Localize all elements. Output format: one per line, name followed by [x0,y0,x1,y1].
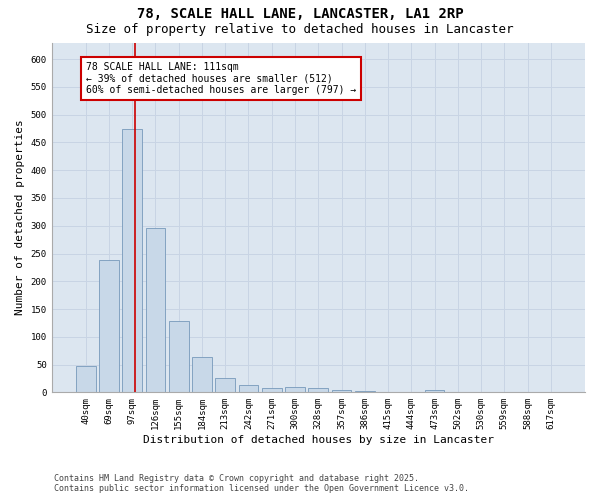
Bar [146,228,166,392]
Bar [425,390,445,392]
Text: Size of property relative to detached houses in Lancaster: Size of property relative to detached ho… [86,22,514,36]
Bar [355,391,374,392]
Bar [122,129,142,392]
Bar [308,388,328,392]
Text: 78 SCALE HALL LANE: 111sqm
← 39% of detached houses are smaller (512)
60% of sem: 78 SCALE HALL LANE: 111sqm ← 39% of deta… [86,62,356,95]
Text: 78, SCALE HALL LANE, LANCASTER, LA1 2RP: 78, SCALE HALL LANE, LANCASTER, LA1 2RP [137,8,463,22]
Bar [239,385,259,392]
X-axis label: Distribution of detached houses by size in Lancaster: Distribution of detached houses by size … [143,435,494,445]
Text: Contains public sector information licensed under the Open Government Licence v3: Contains public sector information licen… [54,484,469,493]
Text: Contains HM Land Registry data © Crown copyright and database right 2025.: Contains HM Land Registry data © Crown c… [54,474,419,483]
Bar [332,390,352,392]
Bar [192,357,212,392]
Bar [285,388,305,392]
Bar [76,366,95,392]
Bar [262,388,281,392]
Bar [215,378,235,392]
Y-axis label: Number of detached properties: Number of detached properties [15,120,25,316]
Bar [99,260,119,392]
Bar [169,322,188,392]
